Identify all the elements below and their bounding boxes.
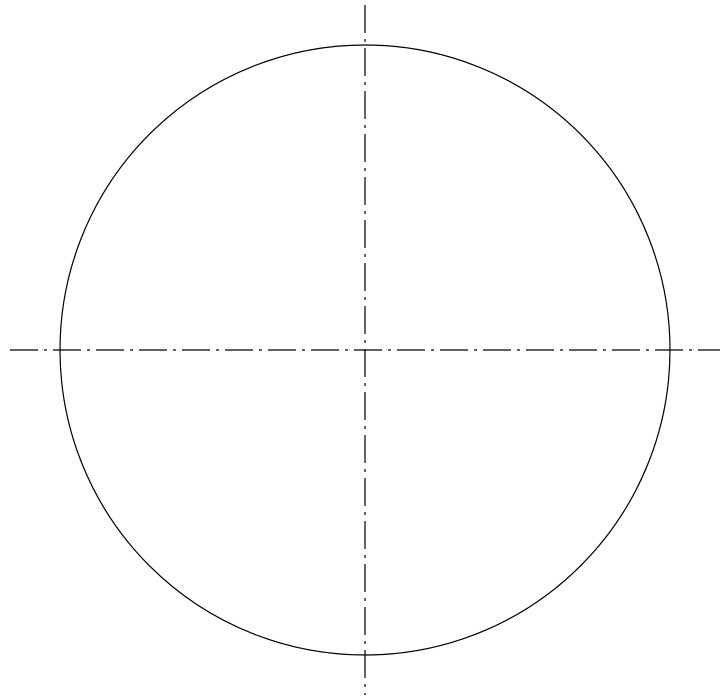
drawing-canvas	[0, 0, 724, 699]
